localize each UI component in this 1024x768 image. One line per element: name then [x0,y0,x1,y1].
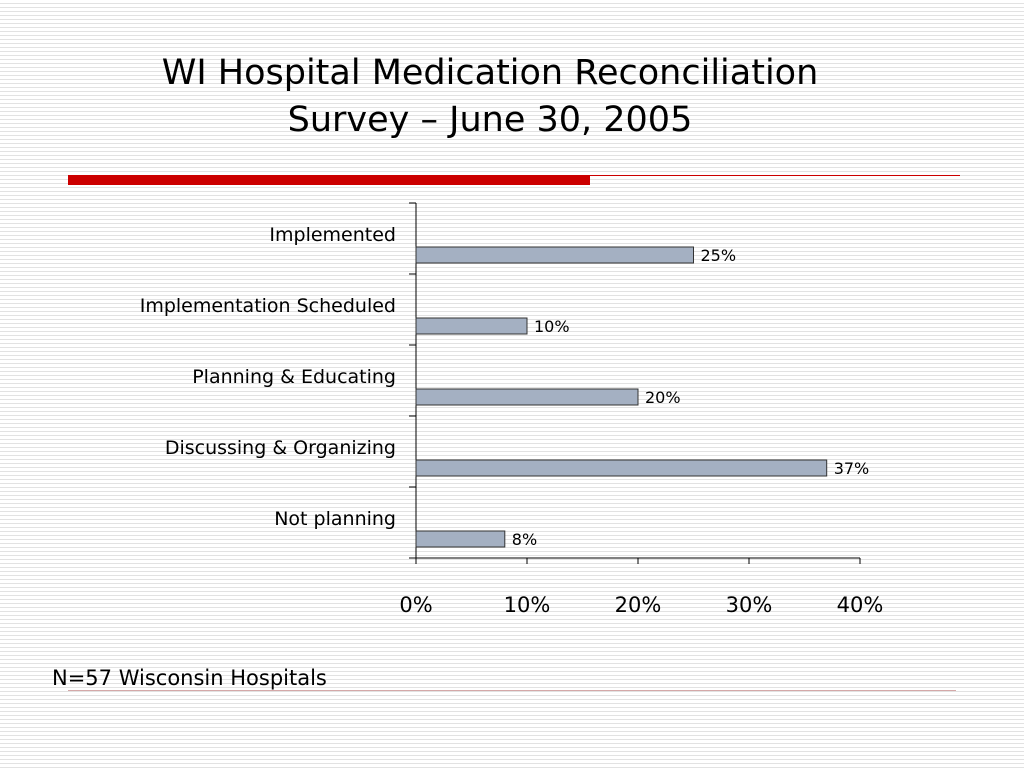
bar [415,459,828,477]
bottom-divider [68,690,956,691]
x-tick-label: 0% [399,593,432,617]
category-label: Implemented [269,224,396,246]
data-label: 10% [534,317,570,336]
footnote: N=57 Wisconsin Hospitals [52,666,327,690]
title-divider [68,175,960,185]
x-tick-label: 40% [837,593,884,617]
x-tick-label: 30% [726,593,773,617]
category-label: Discussing & Organizing [165,437,396,459]
data-label: 37% [834,459,870,478]
slide-title: WI Hospital Medication Reconciliation Su… [40,50,940,144]
category-label: Not planning [274,508,396,530]
category-label: Implementation Scheduled [140,295,396,317]
data-label: 25% [701,246,737,265]
title-divider-thick [68,175,590,185]
title-line-1: WI Hospital Medication Reconciliation [161,53,819,93]
x-tick-label: 10% [504,593,551,617]
bar [415,246,694,264]
title-divider-thin [590,175,960,176]
bar [415,388,639,406]
data-label: 20% [645,388,681,407]
title-line-2: Survey – June 30, 2005 [287,100,693,140]
bar [415,317,528,335]
chart-plot-area: 0% 10% 20% 30% 40% Implemented 25% Implementati… [140,202,884,617]
category-label: Planning & Educating [192,366,396,388]
x-tick-label: 20% [615,593,662,617]
bar [415,530,506,548]
data-label: 8% [512,530,537,549]
